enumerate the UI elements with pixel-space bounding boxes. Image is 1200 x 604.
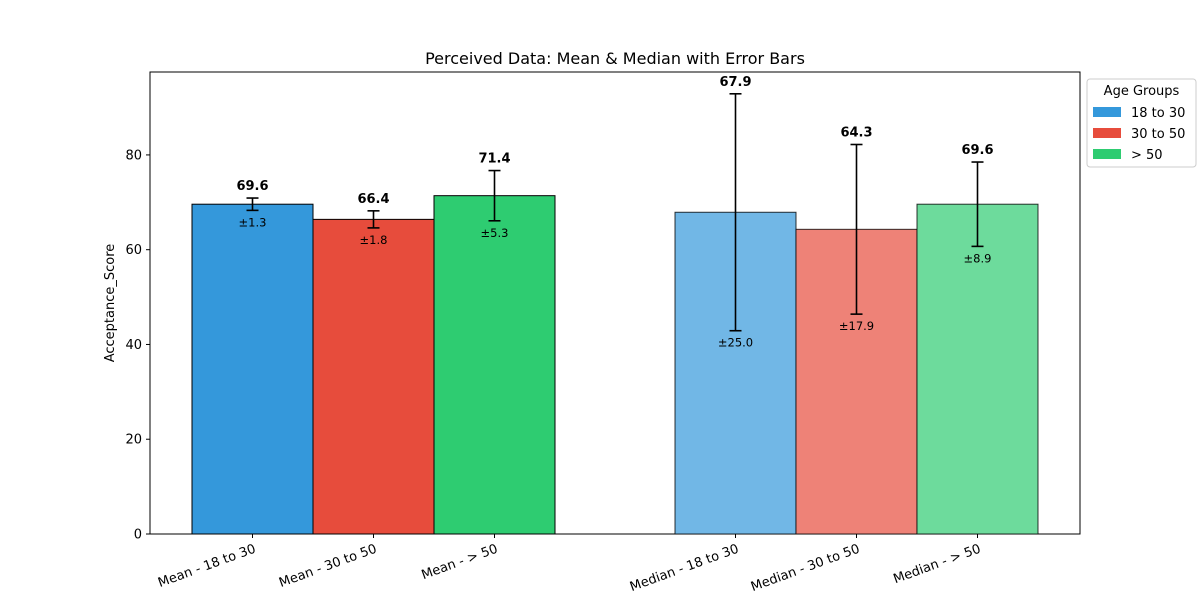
plot-frame (149, 71, 1081, 535)
legend-swatch (1093, 128, 1121, 138)
x-tick-label: Median - 30 to 50 (749, 542, 862, 595)
y-tick-label: 20 (125, 433, 142, 448)
y-tick-label: 0 (134, 528, 142, 543)
error-label: ±5.3 (481, 226, 509, 240)
y-axis-label: Acceptance_Score (103, 244, 118, 363)
bar (191, 203, 314, 535)
value-label: 71.4 (478, 152, 510, 167)
chart-title: Perceived Data: Mean & Median with Error… (425, 49, 805, 68)
legend-entry-label: 30 to 50 (1131, 127, 1185, 142)
error-label: ±17.9 (839, 319, 874, 333)
x-tick-label: Mean - 30 to 50 (277, 542, 379, 591)
y-tick-label: 80 (125, 148, 142, 163)
legend-entry-label: > 50 (1131, 148, 1163, 163)
value-label: 69.6 (961, 143, 993, 158)
legend-swatch (1093, 107, 1121, 117)
value-label: 69.6 (236, 179, 268, 194)
value-label: 67.9 (719, 75, 751, 90)
x-tick-label: Median - 18 to 30 (628, 542, 741, 595)
bar (433, 195, 556, 535)
legend-entry-label: 18 to 30 (1131, 106, 1185, 121)
legend-box (1086, 78, 1197, 168)
plot-area: 0 20 40 60 80 69.6 ±1.3 Mean - 18 to 30 66.4 ±1.8… (125, 71, 1081, 595)
error-label: ±1.3 (239, 215, 267, 229)
legend: Age Groups 18 to 30 30 to 50 > 50 (1086, 78, 1197, 168)
y-tick-label: 60 (125, 243, 142, 258)
legend-swatch (1093, 149, 1121, 159)
legend-title: Age Groups (1104, 84, 1180, 99)
error-label: ±1.8 (360, 233, 388, 247)
value-label: 66.4 (357, 192, 389, 207)
error-label: ±25.0 (718, 336, 753, 350)
x-tick-label: Median - > 50 (891, 542, 982, 587)
error-label: ±8.9 (964, 251, 992, 265)
y-tick-label: 40 (125, 338, 142, 353)
bar (312, 218, 435, 535)
value-label: 64.3 (840, 125, 872, 140)
x-tick-label: Mean - > 50 (420, 542, 500, 583)
x-tick-label: Mean - 18 to 30 (156, 542, 258, 591)
